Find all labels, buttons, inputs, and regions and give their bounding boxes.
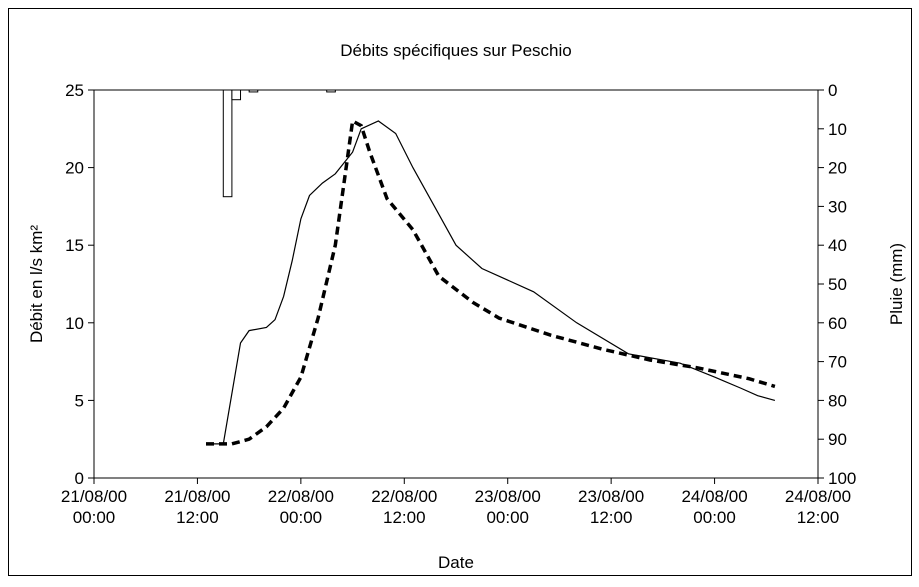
y2-tick-label: 20 xyxy=(828,159,847,178)
y-tick-label: 20 xyxy=(65,159,84,178)
y2-tick-label: 10 xyxy=(828,120,847,139)
x-tick-label-line: 12:00 xyxy=(176,508,219,527)
x-tick-label: 21/08/00 00:00 xyxy=(61,487,127,527)
x-tick-label-line: 22/08/00 xyxy=(268,487,334,506)
x-tick-label-line: 22/08/00 xyxy=(371,487,437,506)
x-tick-label-line: 23/08/00 xyxy=(578,487,644,506)
x-axis-label: Date xyxy=(438,553,474,572)
x-tick-label-line: 00:00 xyxy=(486,508,529,527)
x-tick-label: 21/08/00 12:00 xyxy=(164,487,230,527)
chart-title: Débits spécifiques sur Peschio xyxy=(340,41,572,60)
x-tick-label-line: 21/08/00 xyxy=(61,487,127,506)
y2-tick-label: 30 xyxy=(828,197,847,216)
x-tick-label: 22/08/00 12:00 xyxy=(371,487,437,527)
x-tick-label-line: 00:00 xyxy=(73,508,116,527)
x-tick-label: 23/08/00 00:00 xyxy=(475,487,541,527)
x-tick-label-line: 24/08/00 xyxy=(785,487,851,506)
x-tick-label: 23/08/00 12:00 xyxy=(578,487,644,527)
y-tick-label: 5 xyxy=(75,391,84,410)
x-tick-label-line: 00:00 xyxy=(693,508,736,527)
x-tick-label-line: 23/08/00 xyxy=(475,487,541,506)
solid-line xyxy=(206,120,776,445)
x-tick-label-line: 12:00 xyxy=(797,508,840,527)
x-tick-label-line: 00:00 xyxy=(280,508,323,527)
y2-tick-label: 90 xyxy=(828,430,847,449)
y2-tick-label: 50 xyxy=(828,275,847,294)
x-tick-label: 24/08/00 12:00 xyxy=(785,487,851,527)
chart-frame xyxy=(8,8,912,576)
rain-bar xyxy=(231,89,242,101)
rain-bar xyxy=(326,89,336,93)
x-tick-label: 22/08/00 00:00 xyxy=(268,487,334,527)
x-tick-label-line: 21/08/00 xyxy=(164,487,230,506)
x-tick-label: 24/08/00 00:00 xyxy=(681,487,747,527)
y-axis-label: Débit en l/s km² xyxy=(27,225,46,343)
dashed-line xyxy=(206,118,776,446)
y2-axis-label: Pluie (mm) xyxy=(887,243,906,325)
x-tick-label-line: 12:00 xyxy=(383,508,426,527)
y2-tick-label: 40 xyxy=(828,236,847,255)
y2-tick-label: 70 xyxy=(828,353,847,372)
x-tick-label-line: 24/08/00 xyxy=(681,487,747,506)
y2-tick-label: 100 xyxy=(828,469,856,488)
y-tick-label: 0 xyxy=(75,469,84,488)
y2-tick-label: 80 xyxy=(828,391,847,410)
rain-bar xyxy=(222,89,233,198)
y-tick-label: 10 xyxy=(65,314,84,333)
y-tick-label: 15 xyxy=(65,236,84,255)
y-tick-label: 25 xyxy=(65,81,84,100)
rain-bar xyxy=(248,89,259,93)
y2-tick-label: 0 xyxy=(828,81,837,100)
y2-tick-label: 60 xyxy=(828,314,847,333)
x-tick-label-line: 12:00 xyxy=(590,508,633,527)
